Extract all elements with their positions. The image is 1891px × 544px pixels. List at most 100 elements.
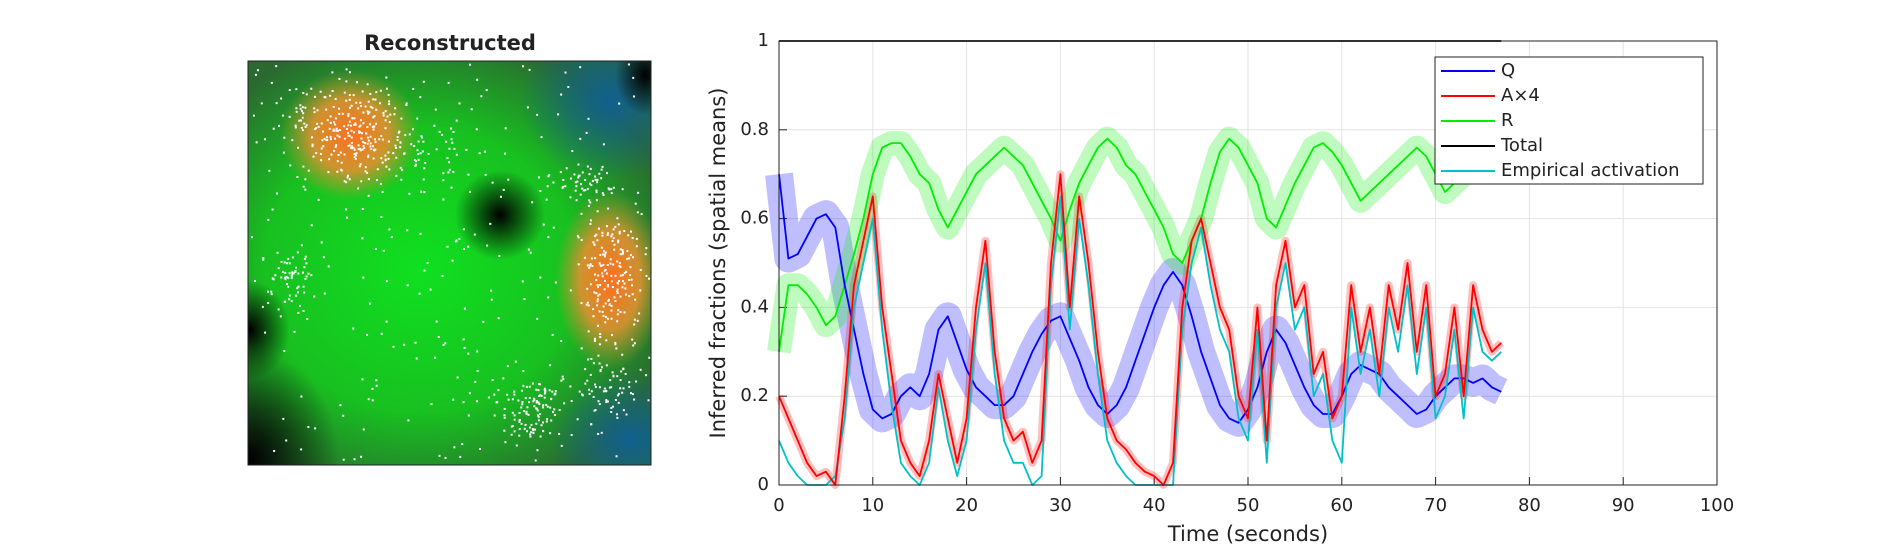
spike-dot (553, 408, 556, 411)
spike-dot (395, 156, 398, 159)
spike-dot (521, 403, 524, 406)
spike-dot (346, 176, 349, 179)
spike-dot (320, 122, 323, 125)
spike-dot (645, 274, 648, 277)
spike-dot (347, 134, 350, 137)
spike-dot (603, 387, 606, 390)
spike-dot (417, 158, 420, 161)
spike-dot (592, 241, 595, 244)
spike-dot (275, 65, 278, 68)
spike-dot (631, 338, 634, 341)
spike-dot (333, 149, 336, 152)
spike-dot (305, 93, 308, 96)
spike-dot (517, 399, 520, 402)
spike-dot (527, 248, 530, 251)
spike-dot (450, 186, 453, 189)
spike-dot (282, 417, 285, 420)
spike-dot (288, 115, 291, 118)
spike-dot (303, 257, 306, 260)
spike-dot (606, 400, 609, 403)
spike-dot (366, 83, 369, 86)
spike-dot (407, 419, 410, 422)
spike-dot (311, 145, 314, 148)
spike-dot (352, 327, 355, 330)
spike-dot (623, 272, 626, 275)
spike-dot (280, 97, 283, 100)
spike-dot (504, 127, 507, 130)
spike-dot (618, 280, 621, 283)
spike-dot (580, 183, 583, 186)
spike-dot (537, 176, 540, 179)
spike-dot (374, 141, 377, 144)
spike-dot (260, 102, 263, 105)
spike-dot (553, 393, 556, 396)
spike-dot (447, 81, 450, 84)
spike-dot (473, 233, 476, 236)
spike-dot (252, 114, 255, 117)
spike-dot (607, 299, 610, 302)
spike-dot (273, 449, 276, 452)
spike-dot (371, 125, 374, 128)
spike-dot (388, 168, 391, 171)
spike-dot (320, 241, 323, 244)
spike-dot (448, 168, 451, 171)
spike-dot (610, 309, 613, 312)
spike-dot (403, 343, 406, 346)
spike-dot (336, 129, 339, 132)
spike-dot (561, 375, 564, 378)
spike-dot (503, 407, 506, 410)
spike-dot (522, 384, 525, 387)
spike-dot (579, 137, 582, 140)
spike-dot (408, 133, 411, 136)
spike-dot (359, 101, 362, 104)
spike-dot (635, 245, 638, 248)
spike-dot (451, 141, 454, 144)
spike-dot (325, 108, 328, 111)
spike-dot (585, 131, 588, 134)
spike-dot (610, 411, 613, 414)
spike-dot (334, 97, 337, 100)
spike-dot (554, 281, 557, 284)
spike-dot (598, 403, 601, 406)
spike-dot (605, 401, 608, 404)
spike-dot (384, 154, 387, 157)
spike-dot (375, 384, 378, 387)
spike-dot (551, 333, 554, 336)
spike-dot (334, 137, 337, 140)
spike-dot (514, 360, 517, 363)
spike-dot (491, 181, 494, 184)
spike-dot (303, 266, 306, 269)
spike-dot (450, 138, 453, 141)
spike-dot (580, 393, 583, 396)
spike-dot (278, 124, 281, 127)
spike-dot (352, 146, 355, 149)
spike-dot (354, 123, 357, 126)
spike-dot (629, 254, 632, 257)
spike-dot (420, 135, 423, 138)
spike-dot (538, 403, 541, 406)
spike-dot (445, 140, 448, 143)
spike-dot (552, 181, 555, 184)
spike-dot (636, 211, 639, 214)
spike-dot (345, 127, 348, 130)
spike-dot (504, 441, 507, 444)
spike-dot (569, 177, 572, 180)
spike-dot (450, 127, 453, 130)
spike-dot (369, 142, 372, 145)
spike-dot (633, 398, 636, 401)
spike-dot (622, 409, 625, 412)
spike-dot (607, 298, 610, 301)
spike-dot (423, 269, 426, 272)
spike-dot (372, 116, 375, 119)
spike-dot (619, 274, 622, 277)
spike-dot (329, 121, 332, 124)
spike-dot (600, 177, 603, 180)
spike-dot (271, 208, 274, 211)
spike-dot (573, 173, 576, 176)
spike-dot (285, 276, 288, 279)
spike-dot (635, 237, 638, 240)
spike-dot (313, 107, 316, 110)
x-tick-label: 90 (1612, 495, 1635, 516)
spike-dot (427, 152, 430, 155)
spike-dot (598, 343, 601, 346)
